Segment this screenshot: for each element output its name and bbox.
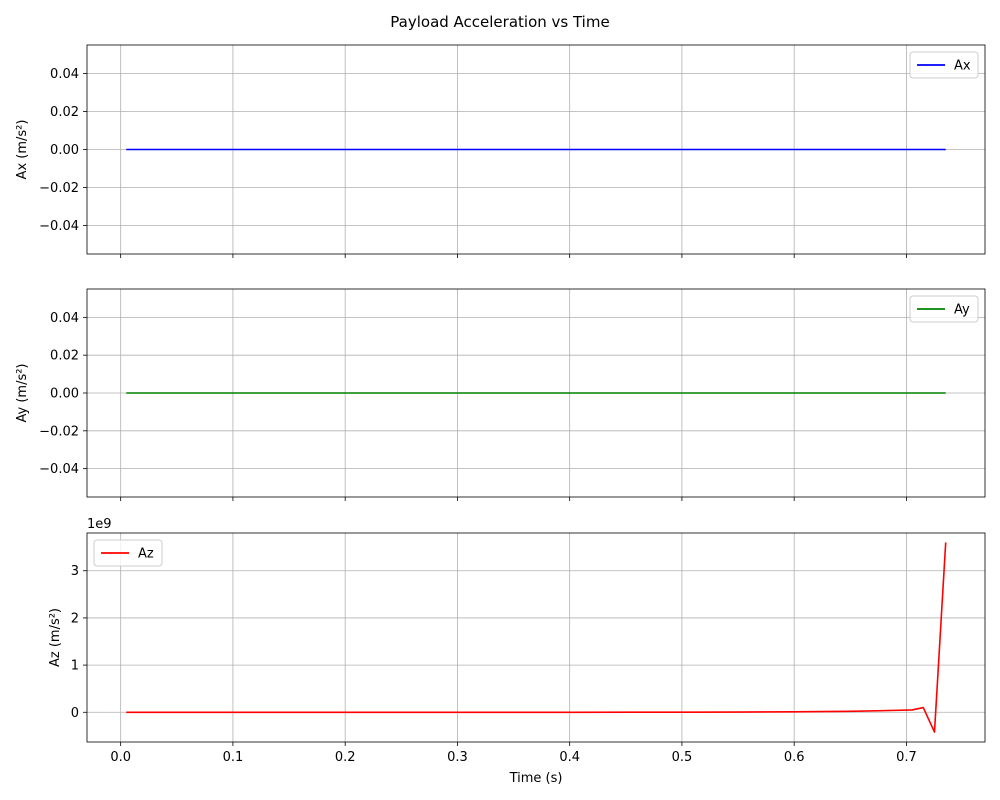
- legend-label: Ay: [954, 303, 970, 318]
- y-tick-label: 2: [71, 611, 79, 626]
- subplot-1: −0.04 −0.02 0.00 0.02 0.04 Ax (m/s²) Ax: [15, 44, 986, 258]
- x-tick-label: 0.6: [784, 750, 805, 765]
- y-tick-label: 1: [71, 659, 79, 674]
- subplot-2: −0.04 −0.02 0.00 0.02 0.04 Ay (m/s²) Ay: [15, 288, 986, 501]
- series-line-az: [126, 542, 947, 733]
- x-tick-label: 0.0: [110, 750, 131, 765]
- y-offset-label: 1e9: [87, 517, 112, 532]
- x-tick-label: 0.5: [672, 750, 693, 765]
- x-tick-label: 0.3: [447, 750, 468, 765]
- y-tick-label: −0.02: [39, 424, 79, 439]
- legend: Az: [93, 539, 163, 567]
- legend-label: Ax: [954, 59, 971, 74]
- y-tick-label: 0: [71, 706, 79, 721]
- figure-title: Payload Acceleration vs Time: [390, 13, 609, 31]
- x-axis-label: Time (s): [509, 771, 563, 786]
- y-tick-label: 0.02: [50, 349, 79, 364]
- y-tick-label: 0.00: [50, 143, 79, 158]
- y-tick-label: −0.04: [39, 462, 79, 477]
- subplot-3: 0.0 0.1 0.2 0.3 0.4 0.5 0.6 0.7 0 1 2 3 1e9 Az (m/s²)…: [48, 517, 986, 765]
- y-axis-label: Ax (m/s²): [15, 120, 30, 180]
- x-tick-label: 0.2: [335, 750, 356, 765]
- x-tick-label: 0.4: [559, 750, 580, 765]
- legend: Ax: [909, 51, 979, 79]
- y-tick-label: −0.04: [39, 219, 79, 234]
- y-tick-label: 0.02: [50, 105, 79, 120]
- y-tick-label: 0.04: [50, 67, 79, 82]
- y-axis-label: Ay (m/s²): [15, 363, 30, 422]
- legend-label: Az: [138, 547, 154, 562]
- x-tick-label: 0.1: [223, 750, 244, 765]
- y-tick-label: −0.02: [39, 181, 79, 196]
- y-tick-label: 0.00: [50, 387, 79, 402]
- y-tick-label: 3: [71, 564, 79, 579]
- y-tick-label: 0.04: [50, 311, 79, 326]
- x-tick-label: 0.7: [896, 750, 917, 765]
- plot-frame: [86, 532, 986, 743]
- legend: Ay: [909, 295, 979, 323]
- y-axis-label: Az (m/s²): [48, 608, 63, 667]
